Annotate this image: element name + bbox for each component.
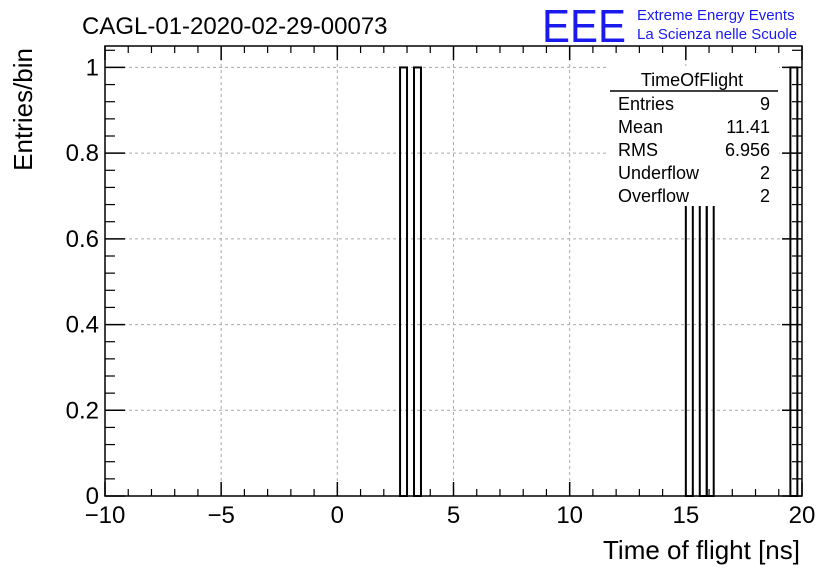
eee-logo-text: EEE	[542, 0, 626, 52]
histogram-bar	[413, 66, 422, 498]
stats-row-label: Overflow	[618, 186, 690, 206]
stats-row-value: 6.956	[725, 140, 770, 160]
axis-ticks	[104, 46, 803, 497]
stats-row-label: RMS	[618, 140, 658, 160]
x-tick-label: 0	[331, 502, 344, 529]
stats-box-rows: Entries 9 Mean 11.41 RMS 6.956 Underflow 2 Overf…	[618, 94, 770, 206]
x-tick-label: 10	[556, 502, 583, 529]
stats-row-label: Underflow	[618, 163, 700, 183]
x-axis-label: Time of flight [ns]	[603, 535, 800, 565]
y-tick-label: 0.4	[66, 312, 99, 339]
x-tick-label: −5	[207, 502, 234, 529]
eee-logo: EEE Extreme Energy Events La Scienza nel…	[542, 0, 797, 52]
histogram-bar	[789, 66, 799, 498]
x-tick-label: 20	[789, 502, 816, 529]
stats-row-value: 9	[760, 94, 770, 114]
y-axis-label: Entries/bin	[8, 48, 38, 171]
stats-row-value: 11.41	[726, 117, 770, 137]
histogram-bar	[399, 66, 409, 498]
stats-row-label: Mean	[618, 117, 663, 137]
y-tick-label: 0.6	[66, 226, 99, 253]
stats-box-background	[609, 66, 779, 206]
y-tick-label: 0	[86, 483, 99, 510]
x-tick-label: 15	[672, 502, 699, 529]
y-tick-label: 0.2	[66, 397, 99, 424]
stats-row-value: 2	[760, 186, 770, 206]
brand-line-2: La Scienza nelle Scuole	[637, 26, 797, 43]
x-tick-label: −10	[85, 502, 126, 529]
stats-row-label: Entries	[618, 94, 674, 114]
stats-row-value: 2	[760, 163, 770, 183]
plot-frame	[104, 45, 803, 497]
y-tick-label: 0.8	[66, 140, 99, 167]
stats-box: TimeOfFlight Entries 9 Mean 11.41 RMS 6.956 Un…	[609, 66, 779, 206]
brand-line-1: Extreme Energy Events	[637, 7, 795, 24]
x-tick-label: 5	[447, 502, 460, 529]
chart-title: CAGL-01-2020-02-29-00073	[82, 13, 388, 40]
axis-tick-labels: −10 −5 0 5 10 15 20 0 0.2 0.4 0.6 0.8 1	[66, 54, 816, 529]
y-tick-label: 1	[86, 54, 99, 81]
stats-box-title: TimeOfFlight	[641, 70, 743, 90]
